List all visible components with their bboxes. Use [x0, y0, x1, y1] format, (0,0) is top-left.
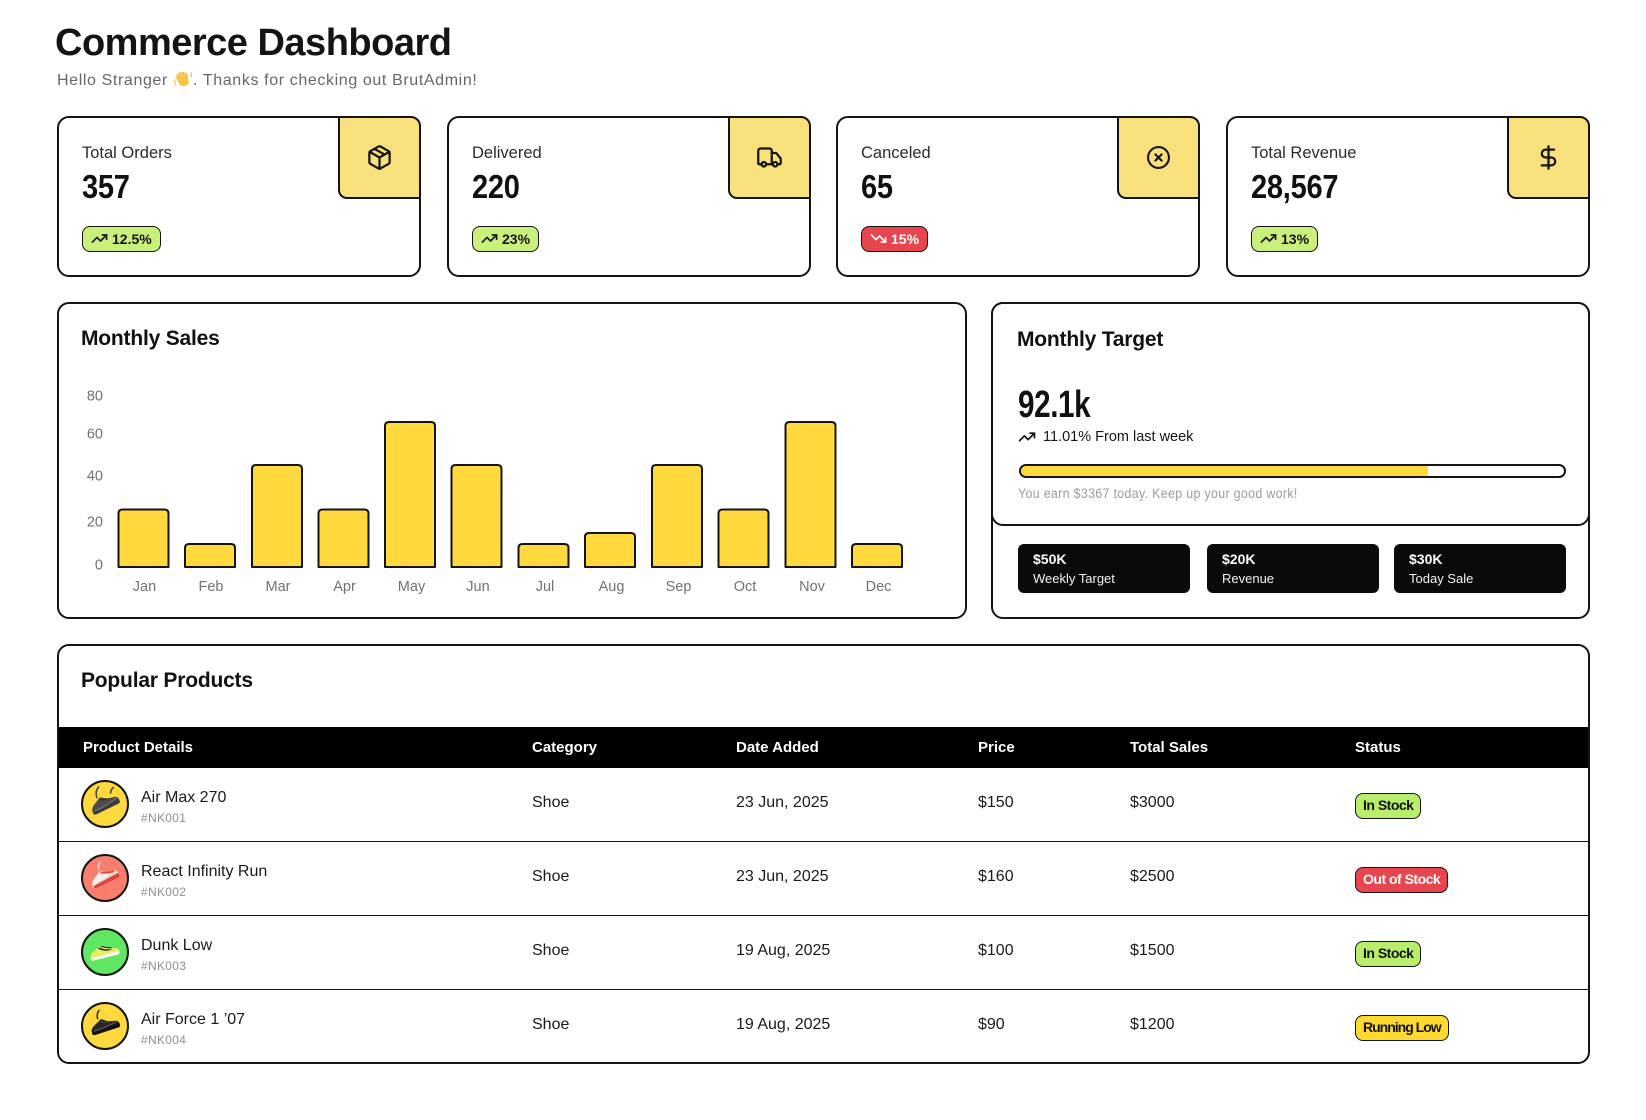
svg-text:0: 0	[95, 558, 103, 574]
svg-text:Dec: Dec	[866, 579, 892, 595]
svg-text:80: 80	[87, 389, 103, 405]
svg-text:Mar: Mar	[266, 579, 291, 595]
svg-text:Jul: Jul	[536, 579, 555, 595]
svg-text:Sep: Sep	[666, 579, 692, 595]
svg-text:Feb: Feb	[199, 579, 224, 595]
svg-text:Apr: Apr	[333, 579, 356, 595]
svg-text:Jan: Jan	[133, 579, 156, 595]
svg-text:Aug: Aug	[599, 579, 625, 595]
svg-text:Oct: Oct	[734, 579, 757, 595]
svg-text:Nov: Nov	[799, 579, 826, 595]
svg-text:60: 60	[87, 427, 103, 443]
svg-text:May: May	[398, 579, 426, 595]
svg-text:Jun: Jun	[466, 579, 489, 595]
svg-text:20: 20	[87, 515, 103, 531]
svg-text:40: 40	[87, 469, 103, 485]
